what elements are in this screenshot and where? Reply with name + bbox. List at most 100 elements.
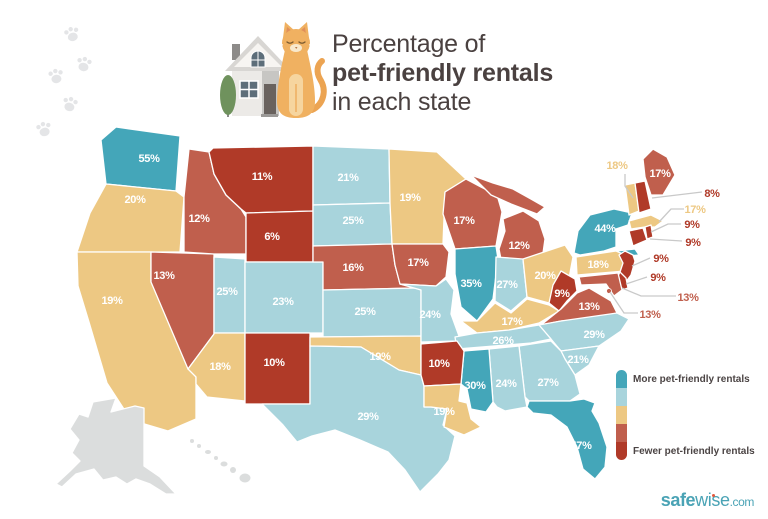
paw-print-icon — [36, 121, 51, 137]
state-label-nevada: 13% — [153, 270, 175, 282]
state-iowa — [391, 243, 450, 287]
state-alabama — [488, 345, 528, 412]
state-label-missouri: 24% — [419, 309, 441, 321]
state-label-florida: 57% — [570, 440, 592, 452]
state-label-new-york: 44% — [594, 223, 616, 235]
house-cat-illustration — [220, 22, 327, 118]
state-label-virginia: 13% — [578, 301, 600, 313]
callout-line-new-jersey — [631, 257, 651, 267]
state-label-vermont: 18% — [606, 160, 628, 172]
callout-line-connecticut — [649, 238, 683, 242]
state-alaska — [55, 397, 177, 495]
state-label-georgia: 27% — [537, 377, 559, 389]
state-georgia — [518, 340, 581, 402]
state-label-minnesota: 19% — [399, 192, 421, 204]
legend-more-label: More pet-friendly rentals — [633, 374, 750, 385]
callout-line-rhode-island — [650, 223, 681, 233]
state-label-west-virginia: 9% — [554, 288, 570, 300]
state-label-louisiana: 19% — [433, 406, 455, 418]
state-label-iowa: 17% — [407, 257, 429, 269]
logo-safe: safe — [660, 490, 696, 510]
state-label-north-dakota: 21% — [337, 172, 359, 184]
state-label-south-dakota: 25% — [342, 215, 364, 227]
state-label-wisconsin: 17% — [453, 215, 475, 227]
callout-line-washington-dc — [609, 291, 638, 314]
state-label-washington-dc: 13% — [639, 309, 661, 321]
state-florida — [526, 398, 608, 480]
state-label-new-mexico: 10% — [263, 357, 285, 369]
state-label-utah: 25% — [216, 286, 238, 298]
state-label-massachusetts: 17% — [684, 204, 706, 216]
state-label-indiana: 27% — [496, 279, 518, 291]
legend-bar — [616, 370, 627, 460]
state-label-michigan: 12% — [508, 240, 530, 252]
state-maine — [642, 148, 676, 196]
callout-line-vermont — [624, 174, 634, 199]
state-label-maryland: 13% — [677, 292, 699, 304]
safewise-logo: safewise.com — [660, 490, 755, 511]
state-label-oregon: 20% — [124, 194, 146, 206]
state-washington — [100, 126, 181, 192]
state-north-carolina — [538, 312, 630, 352]
state-label-montana: 11% — [252, 171, 273, 183]
state-hawaii — [190, 439, 251, 483]
title-line-1: Percentage of — [332, 30, 486, 58]
state-label-colorado: 23% — [272, 296, 294, 308]
callout-line-maryland — [621, 287, 676, 297]
state-missouri — [399, 278, 460, 343]
state-label-oklahoma: 19% — [369, 351, 391, 363]
page-title: Percentage of pet-friendly rentals in ea… — [332, 30, 553, 117]
state-label-tennessee: 26% — [492, 335, 514, 347]
paw-print-icon — [48, 68, 63, 84]
state-michigan-upper — [470, 174, 546, 215]
state-label-california: 19% — [101, 295, 123, 307]
state-label-maine: 17% — [649, 168, 671, 180]
legend: More pet-friendly rentals Fewer pet-frie… — [616, 368, 766, 463]
state-label-kansas: 25% — [354, 306, 376, 318]
callout-line-massachusetts — [658, 208, 684, 223]
state-label-rhode-island: 9% — [684, 219, 700, 231]
callout-line-delaware — [625, 276, 648, 285]
state-mississippi — [460, 348, 494, 413]
state-label-pennsylvania: 18% — [587, 259, 609, 271]
state-label-mississippi: 30% — [464, 380, 486, 392]
state-label-new-jersey: 9% — [653, 253, 669, 265]
state-indiana — [494, 256, 528, 312]
state-label-nebraska: 16% — [342, 262, 364, 274]
state-label-ohio: 20% — [534, 270, 556, 282]
state-wisconsin — [442, 178, 503, 250]
state-label-north-carolina: 29% — [583, 329, 605, 341]
legend-fewer-label: Fewer pet-friendly rentals — [633, 446, 755, 457]
state-label-connecticut: 9% — [685, 237, 701, 249]
state-tennessee — [454, 324, 552, 350]
logo-i-dot — [711, 493, 716, 497]
state-label-idaho: 12% — [188, 213, 210, 225]
state-new-hampshire — [634, 180, 652, 214]
state-label-delaware: 9% — [650, 272, 666, 284]
paw-print-icon — [77, 56, 92, 72]
state-oregon — [76, 183, 185, 253]
logo-com: .com — [729, 495, 755, 509]
paw-print-icon — [64, 26, 79, 42]
cat-icon — [274, 22, 327, 118]
state-label-texas: 29% — [357, 411, 379, 423]
state-illinois — [454, 245, 499, 322]
state-label-arizona: 18% — [209, 361, 231, 373]
state-label-alabama: 24% — [495, 378, 517, 390]
state-rhode-island — [644, 224, 654, 240]
logo-wise: wise — [695, 490, 730, 510]
paw-prints-icon — [36, 26, 92, 137]
title-line-2: pet-friendly rentals — [332, 59, 554, 87]
title-line-3: in each state — [332, 88, 472, 116]
state-label-washington: 55% — [138, 153, 160, 165]
callout-line-new-hampshire — [651, 191, 703, 199]
house-icon — [225, 36, 291, 117]
state-new-york — [573, 208, 633, 256]
state-louisiana — [423, 383, 482, 436]
tree-icon — [220, 75, 236, 117]
state-label-kentucky: 17% — [501, 316, 523, 328]
state-label-south-carolina: 21% — [567, 354, 589, 366]
state-label-illinois: 35% — [460, 278, 482, 290]
